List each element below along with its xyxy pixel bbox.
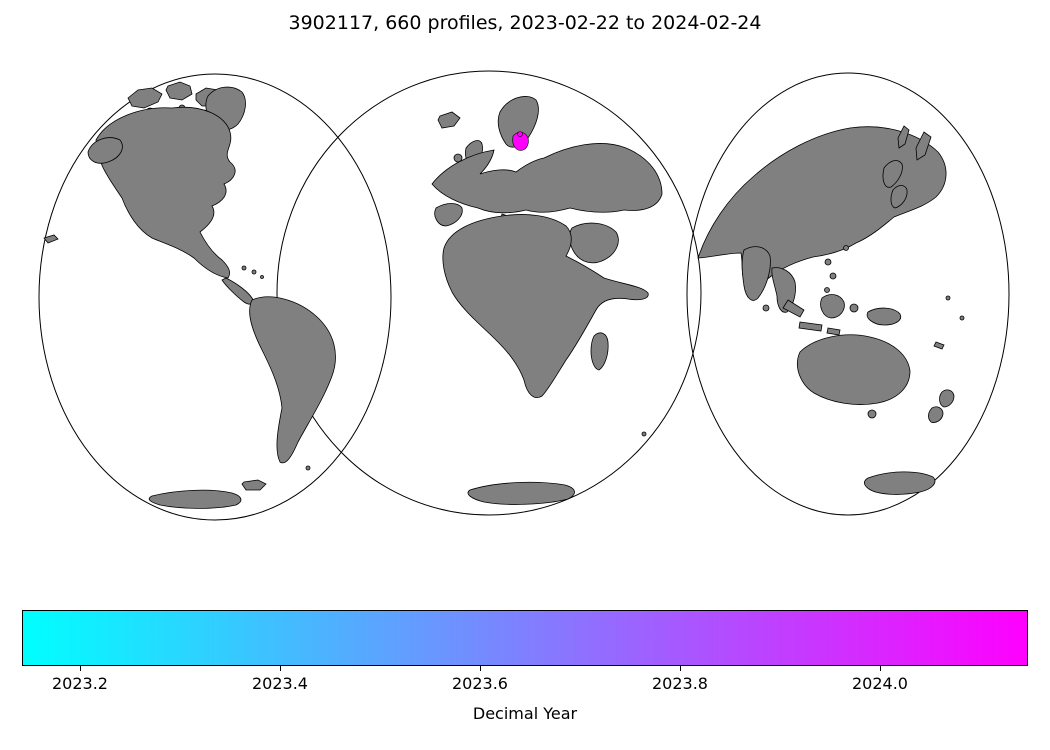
new-guinea [866, 307, 902, 326]
profile-markers [512, 131, 529, 151]
borneo [820, 294, 845, 319]
tasmania [867, 409, 877, 419]
north-america [95, 106, 236, 279]
eurasia-europe [431, 143, 663, 214]
sri-lanka [762, 304, 770, 312]
pacific-islet-2 [959, 315, 965, 321]
aleutian-fragment [43, 234, 59, 244]
profile-dot-baltic [517, 131, 523, 137]
lesser-sunda [826, 327, 841, 336]
arctic-archipelago [127, 87, 163, 109]
tick-mark [479, 666, 481, 671]
tick-mark [879, 666, 881, 671]
philippines-south [824, 287, 830, 293]
new-zealand-north [939, 389, 955, 408]
tick-mark [79, 666, 81, 671]
caribbean-island [241, 265, 247, 271]
japan-north [882, 160, 903, 188]
philippines-mid [829, 272, 837, 280]
tick-label: 2023.2 [52, 674, 108, 693]
southern-ocean-islet [641, 431, 647, 437]
tick-label: 2023.8 [652, 674, 708, 693]
colorbar-axis-label: Decimal Year [472, 704, 578, 723]
lobe-americas-outline [38, 73, 392, 521]
lobe-europe-africa-outline [276, 70, 702, 516]
lobe-asia-australia-outline [686, 72, 1010, 516]
tick-label: 2023.6 [452, 674, 508, 693]
new-zealand-south [928, 406, 944, 423]
tick-label: 2023.4 [252, 674, 308, 693]
antarctica-central [467, 481, 575, 505]
sulawesi [849, 303, 859, 313]
page-title: 3902117, 660 profiles, 2023-02-22 to 202… [288, 12, 762, 34]
africa [442, 214, 649, 398]
caribbean-island-2 [251, 269, 257, 275]
antarctica-west [148, 489, 242, 509]
madagascar [590, 332, 609, 371]
caribbean-island-3 [260, 275, 264, 279]
sumatra [782, 299, 805, 318]
projection-lobe-outlines [38, 70, 1010, 521]
tick-mark [279, 666, 281, 671]
sakhalin [897, 125, 910, 149]
pacific-islet [945, 295, 951, 301]
falkland-islands [305, 465, 311, 471]
iberia [434, 203, 463, 227]
tick-mark [679, 666, 681, 671]
continents [43, 81, 965, 509]
colorbar: 2023.2 2023.4 2023.6 2023.8 2024.0 [22, 610, 1028, 693]
philippines-north [824, 258, 832, 266]
antarctic-peninsula [241, 479, 267, 491]
java [798, 321, 823, 332]
taiwan [843, 245, 849, 251]
arctic-island [165, 81, 193, 101]
colorbar-ticks: 2023.2 2023.4 2023.6 2023.8 2024.0 [22, 666, 1028, 700]
new-caledonia [933, 341, 945, 350]
australia [797, 334, 911, 405]
tick-label: 2024.0 [852, 674, 908, 693]
india [741, 246, 771, 301]
japan-south [890, 185, 908, 209]
kamchatka [915, 131, 932, 161]
south-america [249, 296, 336, 464]
iceland [437, 111, 461, 129]
colorbar-gradient [22, 610, 1028, 666]
alaska [87, 137, 123, 164]
antarctica-east [863, 471, 936, 495]
